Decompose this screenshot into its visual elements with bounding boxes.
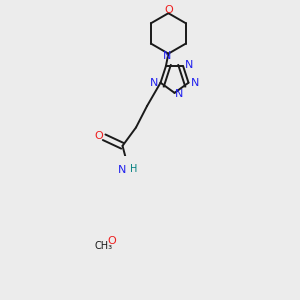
Text: N: N (150, 78, 159, 88)
Polygon shape (91, 173, 112, 189)
Text: H: H (130, 164, 137, 173)
Text: O: O (95, 131, 103, 141)
Text: O: O (164, 5, 173, 15)
Text: N: N (163, 51, 171, 61)
Polygon shape (109, 169, 129, 191)
Text: N: N (118, 165, 127, 176)
Text: O: O (108, 236, 116, 246)
Text: CH₃: CH₃ (95, 242, 113, 251)
Text: N: N (190, 78, 199, 88)
Text: N: N (175, 89, 184, 99)
Text: N: N (184, 60, 193, 70)
